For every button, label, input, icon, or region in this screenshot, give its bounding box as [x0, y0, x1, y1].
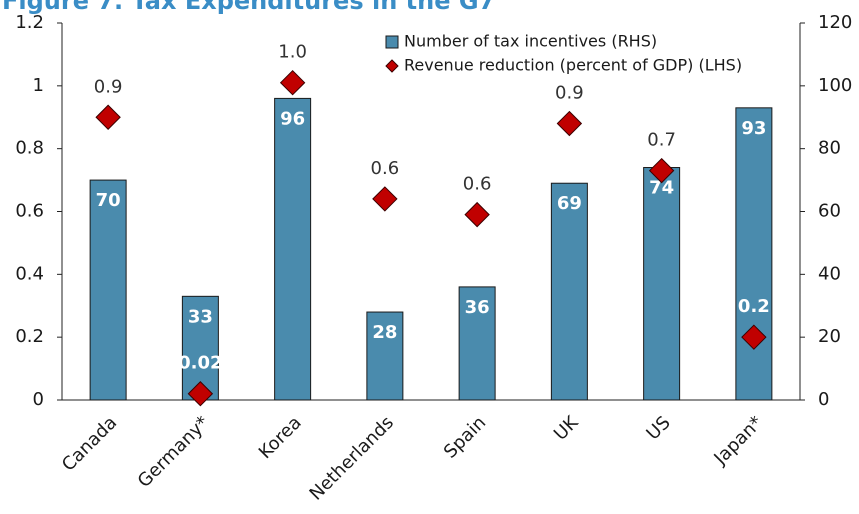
diamond-marker [279, 69, 306, 96]
point-label: 0.2 [738, 296, 770, 317]
y2-tick-label: 20 [818, 326, 841, 347]
x-tick-label: Netherlands [306, 412, 398, 504]
x-tick-label: Spain [440, 412, 490, 462]
bar-label: 33 [188, 306, 213, 327]
y2-tick-label: 100 [818, 75, 852, 96]
x-tick-label: US [642, 412, 674, 444]
y2-tick-label: 40 [818, 263, 841, 284]
y-tick-label: 1.2 [15, 12, 44, 33]
diamond-marker [187, 381, 214, 407]
point-label: 0.6 [463, 174, 492, 195]
y-tick-label: 0.4 [15, 263, 44, 284]
point-label: 0.7 [647, 130, 676, 151]
y2-tick-label: 0 [818, 389, 829, 410]
bar-label: 74 [649, 178, 674, 199]
x-tick-label: Korea [255, 412, 306, 463]
chart-title: Figure 7. Tax Expenditures in the G7 [2, 0, 495, 15]
legend-swatch [385, 59, 399, 73]
point-label: 0.9 [94, 76, 123, 97]
y-tick-label: 0.6 [15, 201, 44, 222]
bar [366, 311, 404, 401]
y-tick-label: 0 [33, 389, 44, 410]
y-tick-label: 0.2 [15, 326, 44, 347]
point-label: 0.6 [371, 158, 400, 179]
bar-label: 96 [280, 108, 305, 129]
bar-label: 28 [372, 322, 397, 343]
y-tick-label: 1 [33, 75, 44, 96]
x-tick-label: UK [550, 411, 583, 444]
x-tick-label: Germany* [134, 412, 214, 492]
x-tick-label: Canada [58, 412, 121, 475]
bar-label: 69 [557, 193, 582, 214]
bar [89, 179, 127, 401]
diamond-marker [372, 186, 398, 212]
bar-label: 93 [741, 118, 766, 139]
legend-label: Number of tax incentives (RHS) [404, 32, 657, 51]
legend-label: Revenue reduction (percent of GDP) (LHS) [404, 56, 742, 75]
point-label: 0.02 [178, 353, 222, 374]
y2-tick-label: 60 [818, 201, 841, 222]
y2-tick-label: 80 [818, 138, 841, 159]
bar [735, 107, 773, 401]
y-tick-label: 0.8 [15, 138, 44, 159]
bar [550, 182, 588, 401]
diamond-marker [464, 201, 490, 228]
bar [643, 167, 681, 401]
diamond-marker [556, 110, 583, 137]
point-label: 0.9 [555, 83, 584, 104]
legend-swatch [385, 35, 399, 49]
diamond-marker [95, 104, 121, 130]
diamond-marker [648, 157, 675, 184]
bar [274, 97, 312, 401]
bar-label: 70 [96, 190, 121, 211]
x-tick-label: Japan* [710, 412, 767, 469]
y2-tick-label: 120 [818, 12, 852, 33]
diamond-marker [741, 324, 767, 350]
bar [458, 286, 496, 401]
bar-label: 36 [465, 297, 490, 318]
point-label: 1.0 [278, 42, 307, 63]
